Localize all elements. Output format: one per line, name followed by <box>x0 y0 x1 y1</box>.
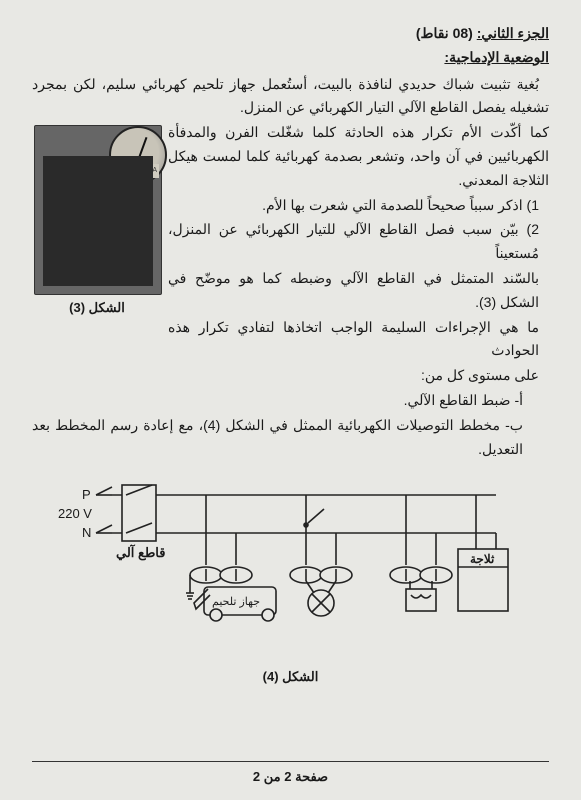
section-heading: الجزء الثاني: (08 نقاط) <box>32 22 549 46</box>
breaker-device-image: 30A 10A <box>34 125 162 295</box>
figure-4: P N 220 V قاطع آلي جهاز تلحيم ثلاجة الشك… <box>32 475 549 688</box>
question-b: ب- مخطط التوصيلات الكهربائية الممثل في ا… <box>32 414 523 462</box>
page-footer: صفحة 2 من 2 <box>0 766 581 788</box>
question-a: أ- ضبط القاطع الآلي. <box>32 389 523 413</box>
situation-title: الوضعية الإدماجية: <box>32 46 549 70</box>
question-3a: ما هي الإجراءات السليمة الواجب اتخاذها ل… <box>32 316 539 364</box>
label-voltage: 220 V <box>58 506 92 521</box>
para-1: بُغية تثبيت شباك حديدي لنافذة بالبيت، أس… <box>32 73 549 121</box>
device-body <box>43 156 153 286</box>
figure-3-caption: الشكل (3) <box>32 297 162 319</box>
circuit-diagram: P N 220 V قاطع آلي جهاز تلحيم ثلاجة <box>56 475 526 655</box>
section-points: (08 نقاط) <box>416 25 473 41</box>
label-fridge: ثلاجة <box>470 552 495 566</box>
label-N: N <box>82 525 91 540</box>
label-welder: جهاز تلحيم <box>212 596 260 608</box>
page-divider <box>32 761 549 762</box>
section-title: الجزء الثاني: <box>477 25 549 41</box>
label-P: P <box>82 487 91 502</box>
label-breaker: قاطع آلي <box>116 544 165 561</box>
figure-3: 30A 10A الشكل (3) <box>32 125 162 319</box>
content: بُغية تثبيت شباك حديدي لنافذة بالبيت، أس… <box>32 73 549 462</box>
figure-4-caption: الشكل (4) <box>32 666 549 688</box>
question-3b: على مستوى كل من: <box>32 364 539 388</box>
